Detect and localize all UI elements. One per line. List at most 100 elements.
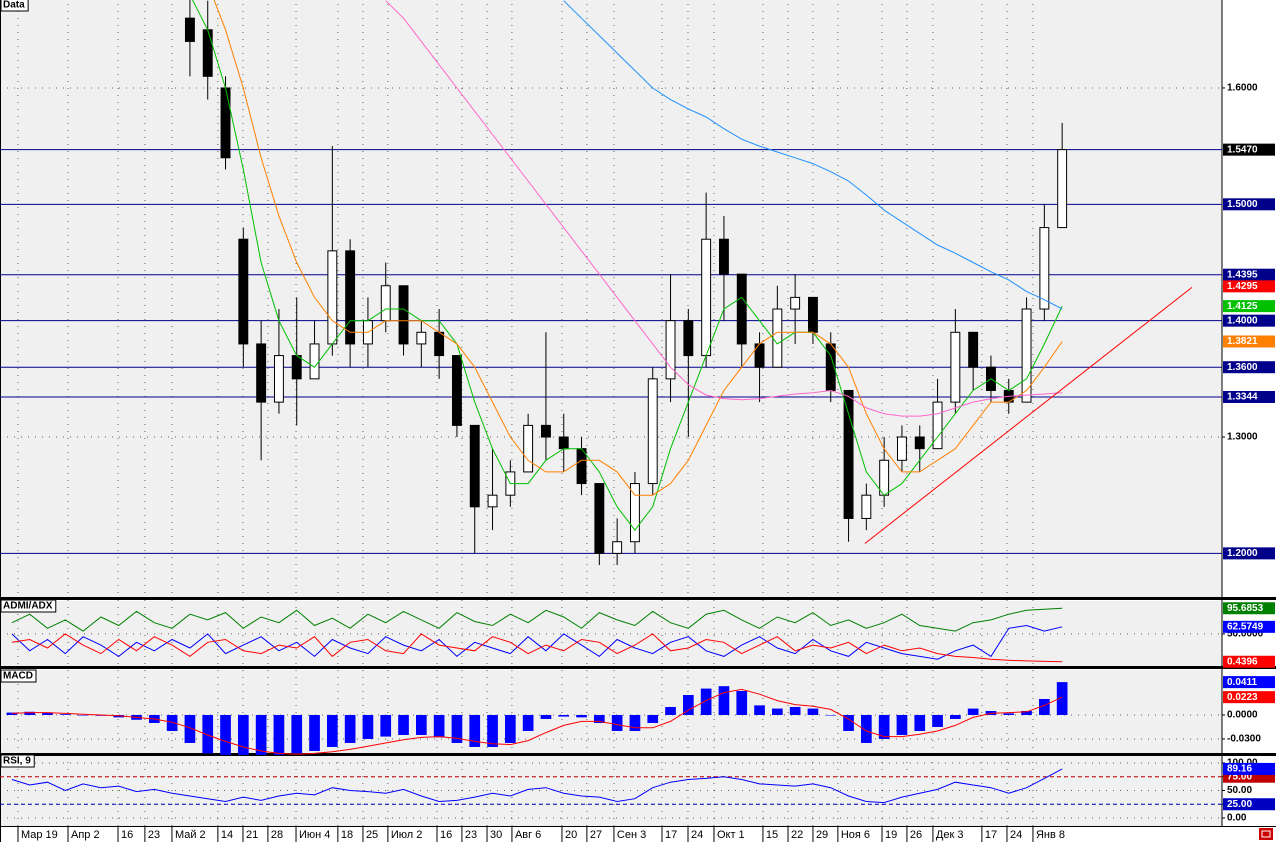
panel-title-box	[0, 669, 37, 683]
x-tick-label: 23	[148, 829, 160, 841]
candle-body	[701, 238, 712, 357]
histogram-bar	[166, 714, 178, 731]
hline-label-box	[1223, 268, 1275, 281]
last-value-label: 62.5749	[1227, 621, 1264, 632]
hline-label: 1.2000	[1227, 548, 1258, 559]
histogram-bar	[487, 714, 498, 747]
scroll-icon	[1261, 830, 1271, 838]
series-line	[11, 624, 1063, 660]
candle-body	[256, 343, 267, 403]
candle-body	[629, 483, 640, 543]
candle-body	[469, 424, 480, 508]
last-value-label-box	[1223, 655, 1275, 668]
x-tick-label: 22	[791, 829, 803, 841]
candle-body	[202, 29, 213, 77]
histogram-bar	[24, 711, 36, 715]
histogram-bar	[540, 714, 552, 719]
candle-body	[380, 285, 391, 322]
histogram-bar	[291, 714, 303, 754]
last-value-label-box	[1223, 762, 1275, 775]
candle-body	[843, 389, 854, 519]
plot-area	[0, 755, 1222, 829]
last-value-label: 1.3821	[1227, 336, 1258, 347]
candle-body	[861, 494, 872, 519]
main-panel	[0, 0, 1222, 597]
histogram-bar	[950, 714, 961, 719]
panel-divider	[0, 666, 1276, 669]
x-tick-label: Окт 1	[717, 829, 745, 841]
histogram-bar	[362, 714, 374, 739]
histogram-bar	[77, 714, 89, 716]
panel-title-box	[0, 0, 29, 12]
x-tick-label: Мар 19	[21, 829, 58, 841]
x-tick-label: 15	[766, 829, 778, 841]
x-tick-label: 27	[590, 829, 602, 841]
histogram-bar	[665, 706, 676, 715]
x-tick-label: Май 2	[175, 829, 206, 841]
candle-body	[487, 494, 498, 508]
candle-body	[879, 459, 890, 496]
histogram-bar	[878, 714, 890, 739]
candle-body	[914, 436, 925, 450]
x-tick-label: 24	[691, 829, 703, 841]
x-tick-label: Июн 4	[299, 829, 330, 841]
plot-area	[0, 670, 1222, 755]
hline-label: 1.4395	[1227, 269, 1258, 280]
candle-body	[736, 273, 747, 345]
x-tick-label: Ноя 6	[841, 829, 870, 841]
x-tick-label: 17	[985, 829, 997, 841]
x-tick-label: 23	[465, 829, 477, 841]
scroll-button[interactable]	[1259, 828, 1273, 840]
histogram-bar	[772, 708, 783, 715]
candle-body	[665, 320, 676, 380]
histogram-bar	[576, 714, 587, 718]
x-tick-label: 17	[665, 829, 677, 841]
candle-body	[718, 238, 729, 275]
candle-body	[451, 355, 462, 426]
histogram-bar	[237, 714, 249, 755]
hline-label: 1.3600	[1227, 362, 1258, 373]
histogram-bar	[380, 714, 392, 737]
x-tick-label: Дек 3	[936, 829, 964, 841]
x-tick-label: Авг 6	[515, 829, 541, 841]
panel-title: RSI, 9	[3, 756, 31, 767]
histogram-bar	[647, 714, 659, 723]
x-tick-label: 20	[565, 829, 577, 841]
series-line	[11, 768, 1063, 804]
histogram-bar	[558, 714, 570, 717]
hline-label: 1.4000	[1227, 315, 1258, 326]
candle-body	[184, 17, 195, 42]
last-value-label: 0.0223	[1227, 692, 1258, 703]
histogram-bar	[184, 714, 196, 743]
x-tick-label: 28	[271, 829, 283, 841]
hline-label-box	[1223, 390, 1275, 403]
histogram-bar	[59, 714, 71, 715]
histogram-bar	[914, 714, 926, 731]
candle-body	[309, 343, 320, 380]
hline-label: 1.5470	[1227, 144, 1258, 155]
histogram-bar	[504, 714, 516, 743]
candle-body	[896, 436, 907, 461]
last-value-label: 0.4396	[1227, 656, 1258, 667]
histogram-bar	[42, 712, 53, 715]
y-tick-label: 1.3000	[1227, 432, 1258, 443]
y-tick-label: 1.6000	[1227, 83, 1258, 94]
price-label-box	[1223, 280, 1275, 293]
candle-body	[558, 436, 569, 450]
last-value-label: 0.0411	[1227, 677, 1257, 688]
candle-body	[594, 483, 605, 554]
x-tick-label: Сен 3	[617, 829, 646, 841]
last-value-label-box	[1223, 620, 1275, 633]
x-tick-label: 26	[910, 829, 922, 841]
trendline	[864, 286, 1193, 544]
panel-divider	[0, 753, 1276, 756]
candle-body	[540, 424, 551, 438]
last-value-label-box	[1223, 300, 1275, 313]
histogram-bar	[255, 714, 267, 755]
candle-body	[345, 250, 356, 345]
histogram-bar	[344, 714, 356, 743]
candle-body	[576, 448, 587, 485]
x-tick-label: Июл 2	[391, 829, 423, 841]
series-line	[191, 0, 1063, 531]
